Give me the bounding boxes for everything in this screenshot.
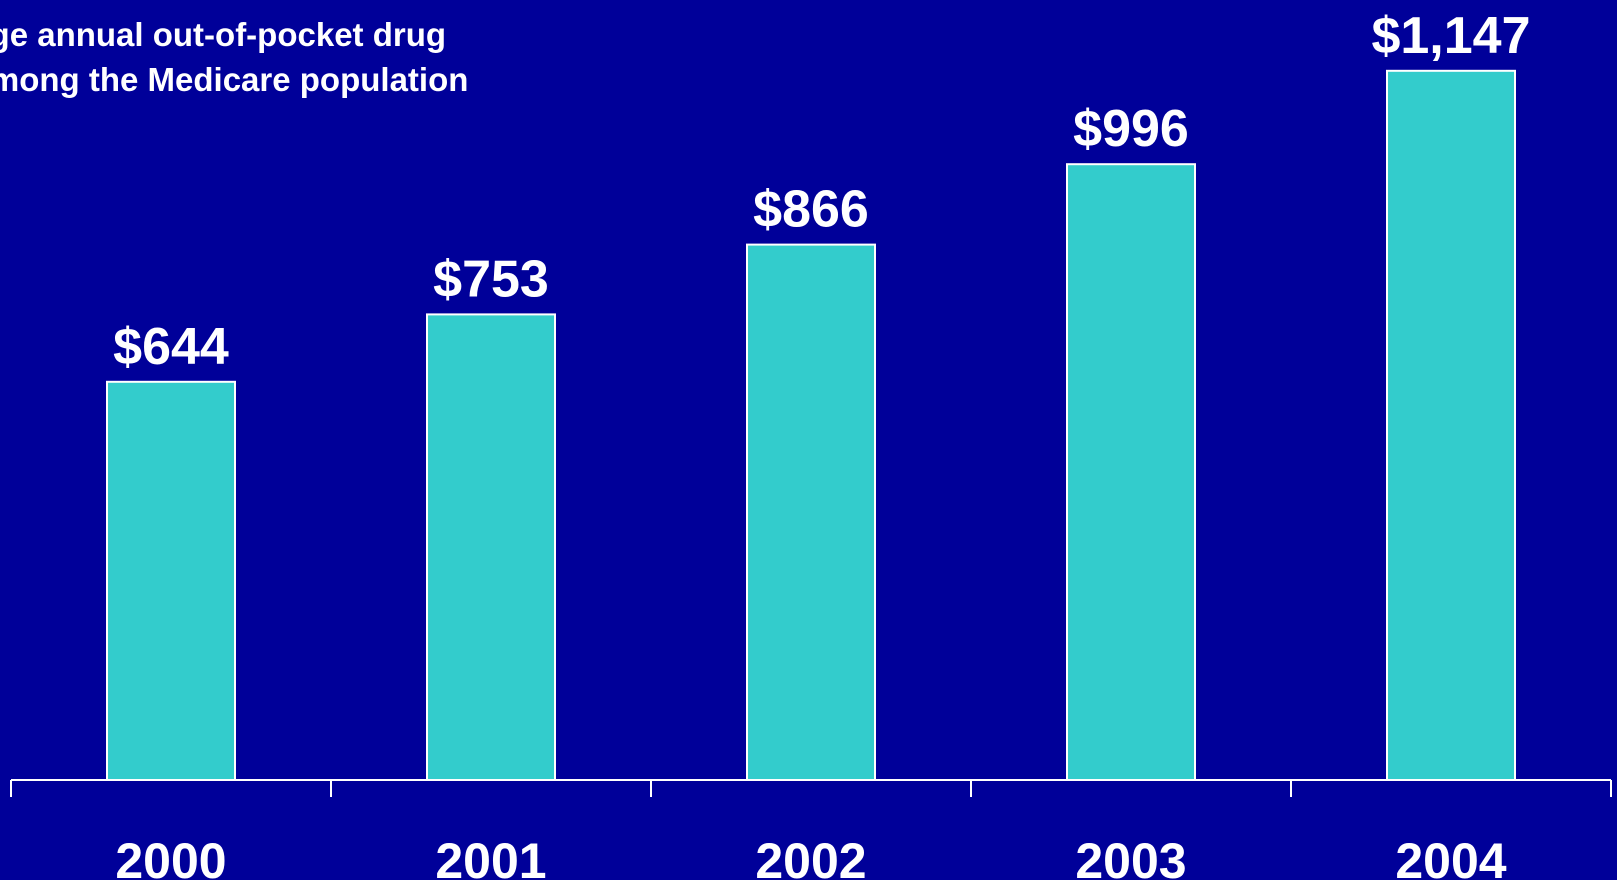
x-tick-label-2003: 2003	[1075, 833, 1186, 880]
bar-2003	[1066, 163, 1196, 781]
value-label-2000: $644	[113, 318, 229, 376]
bar-2004	[1386, 69, 1516, 782]
chart-title: erage annual out-of-pocket drug s among …	[0, 12, 600, 102]
value-label-2004: $1,147	[1371, 7, 1530, 65]
x-tick-label-2004: 2004	[1395, 833, 1506, 880]
x-tick-label-2001: 2001	[435, 833, 546, 880]
bar-2002	[746, 243, 876, 782]
bar-2001	[426, 313, 556, 781]
labels-layer: $644 $753 $866 $996 $1,147 2000 2001 2002 2003 20…	[113, 7, 1530, 880]
value-label-2002: $866	[753, 181, 869, 239]
value-label-2001: $753	[433, 250, 549, 308]
bars-layer	[106, 69, 1516, 782]
bar-2000	[106, 380, 236, 781]
chart-title-line-2: s among the Medicare population	[0, 61, 469, 98]
x-axis	[10, 779, 1612, 797]
chart-title-line-1: erage annual out-of-pocket drug	[0, 16, 447, 53]
x-tick-label-2002: 2002	[755, 833, 866, 880]
value-label-2003: $996	[1073, 100, 1189, 158]
x-tick-label-2000: 2000	[115, 833, 226, 880]
